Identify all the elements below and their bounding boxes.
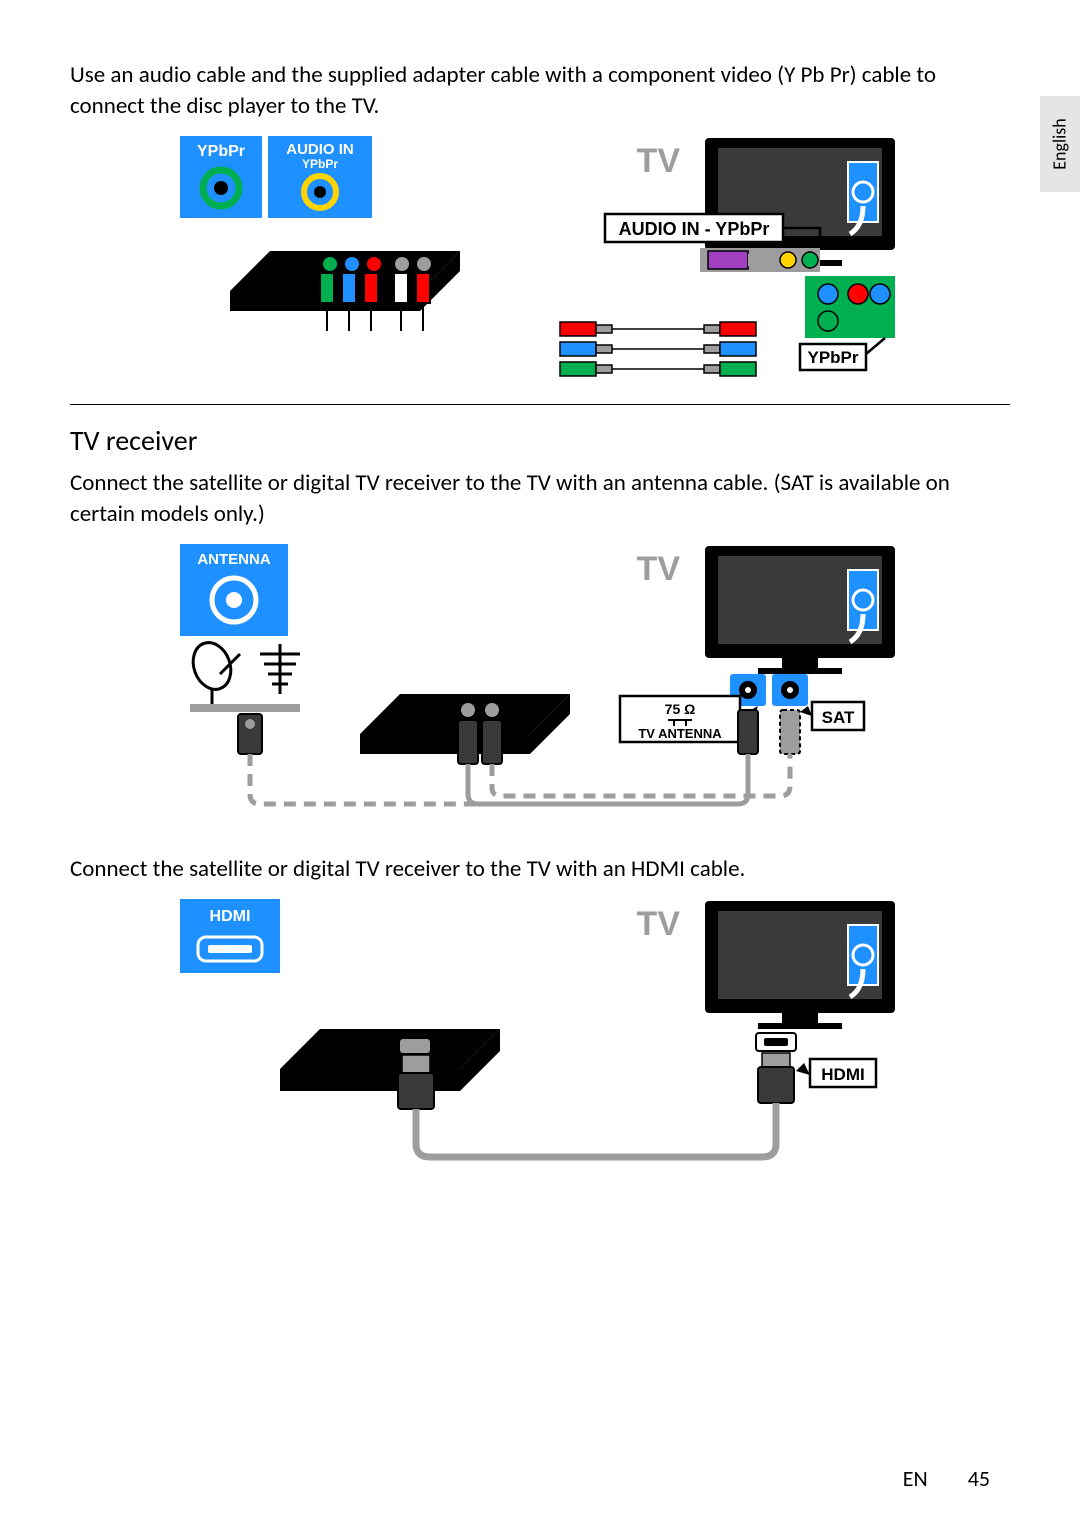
figure-hdmi: HDMI TV — [160, 899, 1010, 1179]
callout-ypbpr-text: YPbPr — [807, 348, 858, 367]
tv-icon: TV — [637, 546, 895, 674]
page-container: English Use an audio cable and the suppl… — [0, 0, 1080, 1532]
tv-icon: TV — [637, 901, 895, 1029]
footer-lang: EN — [903, 1465, 928, 1492]
tv-input-jacks — [730, 674, 808, 706]
section-heading: TV receiver — [70, 423, 1010, 458]
badge-audioin: AUDIO IN YPbPr — [268, 136, 372, 218]
hdmi-plug-tv-icon — [758, 1053, 794, 1103]
tv-label-text: TV — [637, 142, 681, 180]
tv-label-text: TV — [637, 550, 681, 588]
splitter-icon — [190, 704, 300, 712]
language-tab: English — [1040, 96, 1080, 192]
tv-icon: TV — [637, 138, 895, 266]
callout-sat-text: SAT — [822, 708, 855, 727]
para-antenna: Connect the satellite or digital TV rece… — [70, 468, 1010, 530]
coax-to-tv — [738, 710, 800, 754]
badge-antenna: ANTENNA — [180, 544, 288, 636]
callout-tvant-75: 75 Ω — [665, 701, 696, 717]
badge-ypbpr: YPbPr — [180, 136, 262, 218]
badge-antenna-text: ANTENNA — [197, 551, 270, 568]
callout-ypbpr: YPbPr — [800, 276, 895, 370]
badge-hdmi-text: HDMI — [210, 908, 251, 925]
page-footer: EN 45 — [903, 1465, 990, 1492]
tv-label-text: TV — [637, 905, 681, 943]
tv-hdmi-port-icon — [756, 1033, 796, 1051]
badge-hdmi: HDMI — [180, 899, 280, 973]
badge-audioin-text: AUDIO IN — [286, 141, 354, 158]
hdmi-cable-icon — [416, 1103, 776, 1157]
language-tab-label: English — [1049, 118, 1071, 169]
badge-audioin-sub: YPbPr — [302, 157, 338, 171]
figure-antenna: ANTENNA — [160, 544, 1010, 824]
coax-connector-from-antenna — [238, 714, 262, 754]
dashed-cable-icon — [250, 754, 790, 804]
intro-paragraph: Use an audio cable and the supplied adap… — [70, 60, 1010, 122]
hdmi-plug-icon — [398, 1055, 434, 1109]
dish-icon — [187, 637, 240, 704]
callout-audioin-text: AUDIO IN - YPbPr — [619, 219, 770, 239]
callout-hdmi-text: HDMI — [821, 1065, 864, 1084]
callout-tvant-text: TV ANTENNA — [638, 726, 722, 741]
callout-hdmi: HDMI — [796, 1059, 876, 1087]
section-divider — [70, 404, 1010, 405]
para-hdmi: Connect the satellite or digital TV rece… — [70, 854, 1010, 885]
receiver-box-icon — [280, 1029, 500, 1091]
figure-ypbpr: YPbPr AUDIO IN YPbPr — [160, 136, 1010, 386]
badge-ypbpr-text: YPbPr — [197, 143, 245, 160]
footer-page: 45 — [968, 1465, 990, 1492]
callout-sat: SAT — [800, 702, 864, 730]
cable-run-icon — [560, 322, 756, 376]
antenna-icon — [260, 644, 300, 694]
